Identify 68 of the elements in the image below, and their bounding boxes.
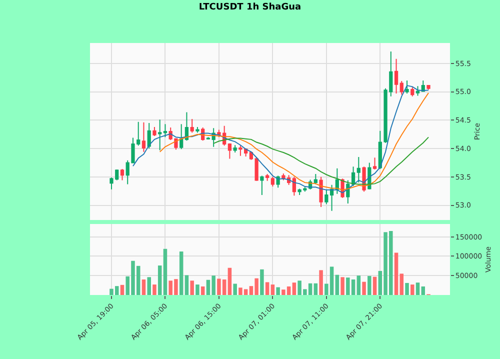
candlestick — [196, 126, 200, 134]
bar — [179, 252, 184, 295]
candlestick — [270, 176, 274, 188]
bar — [233, 284, 237, 295]
bar — [335, 274, 340, 295]
chart-title: LTCUSDT 1h ShaGua — [198, 2, 302, 13]
candlestick — [147, 122, 151, 150]
candlestick — [314, 174, 318, 185]
candlestick — [351, 166, 356, 186]
bar — [394, 252, 398, 295]
candlestick — [266, 174, 270, 182]
line-series — [159, 92, 430, 190]
bar — [152, 284, 156, 295]
candlestick — [190, 118, 194, 134]
bar — [416, 282, 420, 295]
bar — [228, 268, 232, 295]
candlestick — [319, 176, 323, 208]
candlestick — [163, 124, 168, 138]
candlestick — [378, 130, 382, 170]
bar — [405, 282, 409, 295]
candlestick — [356, 156, 360, 184]
bar — [147, 277, 151, 295]
candlestick — [400, 80, 404, 96]
bar — [265, 282, 270, 295]
bar — [196, 284, 200, 295]
line-series — [213, 136, 430, 185]
candlestick — [233, 144, 237, 153]
bar — [120, 284, 124, 295]
bar — [270, 284, 275, 295]
candlestick — [260, 175, 264, 196]
candlestick — [372, 157, 377, 170]
bar — [276, 287, 280, 295]
candlestick — [410, 86, 414, 97]
candlestick — [254, 156, 258, 182]
bar — [158, 266, 162, 295]
candlestick — [184, 112, 189, 142]
bar — [421, 286, 426, 295]
candlestick — [405, 80, 409, 94]
bar — [260, 269, 264, 295]
candlestick — [292, 176, 296, 196]
bar — [368, 276, 372, 295]
candlestick — [228, 142, 232, 160]
candlestick — [158, 119, 162, 151]
bar — [142, 279, 146, 295]
bar — [184, 275, 189, 295]
bar — [362, 282, 366, 295]
bar — [400, 274, 404, 295]
bar — [292, 282, 296, 295]
bar — [356, 276, 361, 295]
bar — [200, 286, 205, 295]
candlestick — [152, 126, 156, 137]
candlestick — [416, 86, 420, 96]
candlestick — [426, 84, 430, 90]
bar — [319, 270, 323, 295]
bar — [314, 283, 318, 295]
candlestick — [324, 188, 328, 205]
bar — [340, 277, 344, 295]
candlestick — [335, 168, 339, 194]
candlestick — [120, 168, 124, 181]
line-series — [132, 85, 430, 194]
bar — [372, 276, 377, 295]
candlestick — [180, 124, 184, 150]
bar — [410, 284, 414, 295]
candlestick — [142, 122, 146, 152]
candlestick — [330, 184, 334, 212]
bar — [163, 248, 168, 295]
candlestick — [394, 58, 398, 94]
bar — [190, 280, 194, 295]
